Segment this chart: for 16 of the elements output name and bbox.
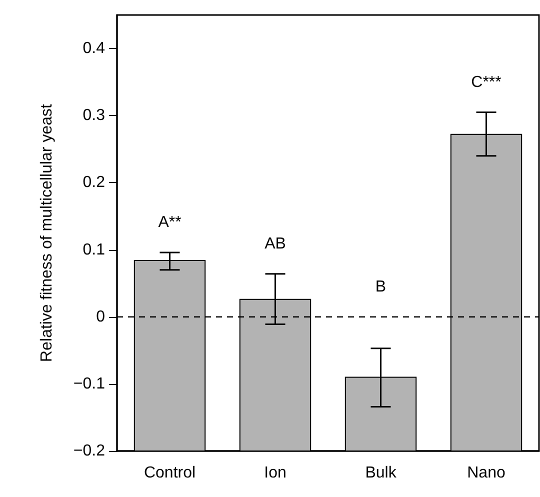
y-tick-label: 0.4 — [82, 40, 106, 58]
annotation: AB — [264, 235, 286, 252]
y-tick-label: −0.2 — [73, 442, 106, 460]
annotation: A** — [158, 214, 182, 231]
x-tick-label: Nano — [467, 464, 506, 482]
annotation: B — [375, 278, 386, 296]
y-tick-label: 0.1 — [82, 241, 106, 258]
y-tick-label: 0 — [96, 308, 106, 326]
x-tick-label: Control — [144, 464, 196, 482]
y-tick-label: 0.2 — [82, 174, 106, 192]
y-tick-label: 0.3 — [82, 107, 106, 124]
x-tick-label: Ion — [264, 464, 286, 482]
annotation: C*** — [471, 74, 502, 91]
x-tick-label: Bulk — [365, 464, 398, 482]
y-axis-title: Relative fitness of multicellular yeast — [38, 104, 56, 362]
y-tick-label: −0.1 — [73, 375, 106, 392]
